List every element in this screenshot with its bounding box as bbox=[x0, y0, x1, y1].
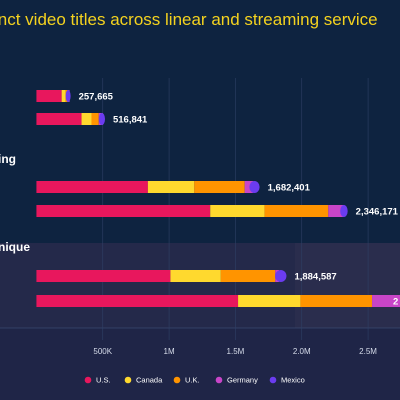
bar-row-0-1 bbox=[36, 113, 105, 125]
legend-swatch-3 bbox=[215, 376, 223, 384]
total-label-1-1: 2,346,171 bbox=[356, 207, 399, 218]
legend-label-0: U.S. bbox=[96, 376, 111, 385]
bar-segment-germany-1-1 bbox=[328, 205, 345, 217]
bar-row-2-1 bbox=[36, 295, 400, 307]
highlight-band-right bbox=[295, 243, 400, 328]
legend-label-2: U.K. bbox=[185, 376, 200, 385]
x-tick-label-4: 2.5M bbox=[359, 347, 377, 356]
legend-item-mexico: Mexico bbox=[269, 376, 305, 385]
bar-segment-canada-2-0 bbox=[170, 270, 221, 282]
bar-segment-uk-2-1 bbox=[300, 295, 373, 307]
bar-segment-canada-0-0 bbox=[61, 90, 66, 102]
bar-segment-us-2-1 bbox=[36, 295, 239, 307]
legend-swatch-4 bbox=[269, 376, 277, 384]
legend-swatch-1 bbox=[124, 376, 132, 384]
bar-segment-uk-0-1 bbox=[91, 113, 99, 125]
x-tick-label-1: 1M bbox=[164, 347, 175, 356]
bar-segment-us-0-0 bbox=[36, 90, 62, 102]
bar-segment-uk-1-0 bbox=[194, 181, 245, 193]
legend-item-canada: Canada bbox=[124, 376, 163, 385]
legend-item-germany: Germany bbox=[215, 376, 258, 385]
bar-segment-canada-1-1 bbox=[210, 205, 265, 217]
bar-segment-us-1-1 bbox=[36, 205, 211, 217]
x-tick-label-3: 2.0M bbox=[293, 347, 311, 356]
bar-segment-uk-1-1 bbox=[264, 205, 329, 217]
bar-row-0-0 bbox=[36, 90, 71, 102]
x-tick-label-0: 500K bbox=[93, 347, 112, 356]
bar-row-1-0 bbox=[36, 181, 260, 193]
bar-segment-uk-2-0 bbox=[220, 270, 276, 282]
group-label-1: ing bbox=[0, 152, 16, 166]
bar-segment-us-2-0 bbox=[36, 270, 171, 282]
legend-swatch-0 bbox=[84, 376, 92, 384]
group-label-2: nique bbox=[0, 240, 30, 254]
bar-segment-us-0-1 bbox=[36, 113, 82, 125]
bar-segment-germany-2-1 bbox=[372, 295, 400, 307]
bar-segment-mexico-0-1 bbox=[98, 113, 105, 125]
legend-label-4: Mexico bbox=[281, 376, 305, 385]
bar-segment-us-1-0 bbox=[36, 181, 148, 193]
legend-item-us: U.S. bbox=[84, 376, 111, 385]
x-tick-label-2: 1.5M bbox=[227, 347, 245, 356]
bar-segment-mexico-1-1 bbox=[340, 205, 348, 217]
legend-item-uk: U.K. bbox=[173, 376, 200, 385]
chart-title: inct video titles across linear and stre… bbox=[0, 10, 378, 29]
total-label-0-0: 257,665 bbox=[79, 92, 114, 103]
bar-segment-canada-2-1 bbox=[238, 295, 301, 307]
bar-segment-mexico-1-0 bbox=[249, 181, 260, 193]
axis-panel bbox=[0, 328, 400, 400]
bar-segment-canada-0-1 bbox=[81, 113, 92, 125]
bar-segment-mexico-0-0 bbox=[65, 90, 71, 102]
bar-segment-canada-1-0 bbox=[147, 181, 195, 193]
total-label-0-1: 516,841 bbox=[113, 115, 148, 126]
legend-label-3: Germany bbox=[227, 376, 258, 385]
bar-row-2-0 bbox=[36, 270, 287, 282]
total-label-2-0: 1,884,587 bbox=[294, 272, 336, 283]
legend-label-1: Canada bbox=[136, 376, 163, 385]
bar-segment-mexico-2-0 bbox=[275, 270, 287, 282]
bar-row-1-1 bbox=[36, 205, 348, 217]
legend-swatch-2 bbox=[173, 376, 181, 384]
total-label-1-0: 1,682,401 bbox=[268, 183, 311, 194]
bar-segment-germany-1-0 bbox=[244, 181, 254, 193]
total-label-clipped: 2 bbox=[393, 297, 398, 308]
